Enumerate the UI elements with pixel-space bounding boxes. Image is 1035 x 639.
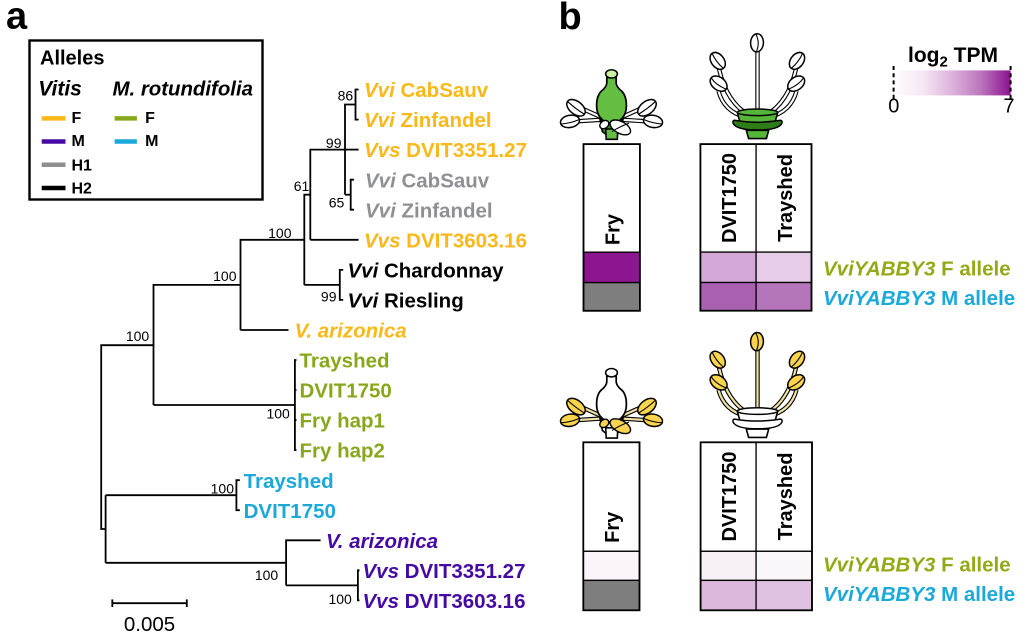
svg-text:DVIT1750: DVIT1750 xyxy=(300,380,392,403)
svg-text:Fry: Fry xyxy=(603,213,625,245)
svg-text:Trayshed: Trayshed xyxy=(244,470,334,493)
svg-text:DVIT1750: DVIT1750 xyxy=(719,451,741,541)
svg-text:VviYABBY3 M allele: VviYABBY3 M allele xyxy=(823,287,1015,310)
svg-text:F: F xyxy=(145,110,155,127)
svg-text:Trayshed: Trayshed xyxy=(775,154,797,242)
svg-text:F: F xyxy=(72,110,82,127)
svg-text:Vvi Zinfandel: Vvi Zinfandel xyxy=(364,109,492,132)
svg-text:100: 100 xyxy=(211,481,235,497)
svg-text:H1: H1 xyxy=(72,157,93,174)
svg-text:DVIT1750: DVIT1750 xyxy=(244,500,336,523)
svg-text:Vitis: Vitis xyxy=(38,78,82,101)
svg-text:DVIT1750: DVIT1750 xyxy=(719,153,741,243)
svg-text:M. rotundifolia: M. rotundifolia xyxy=(113,78,253,100)
svg-text:Fry hap2: Fry hap2 xyxy=(300,440,385,463)
svg-text:Trayshed: Trayshed xyxy=(300,350,390,373)
svg-text:Vvi Chardonnay: Vvi Chardonnay xyxy=(348,259,505,282)
svg-text:Vvs DVIT3351.27: Vvs DVIT3351.27 xyxy=(364,139,527,162)
svg-text:100: 100 xyxy=(266,406,290,422)
svg-text:VviYABBY3 F allele: VviYABBY3 F allele xyxy=(823,257,1011,280)
svg-text:Vvi Riesling: Vvi Riesling xyxy=(348,290,464,313)
svg-text:7: 7 xyxy=(1003,96,1014,118)
svg-text:V. arizonica: V. arizonica xyxy=(326,530,438,553)
svg-text:Vvi CabSauv: Vvi CabSauv xyxy=(365,169,490,192)
svg-text:0.005: 0.005 xyxy=(124,613,175,636)
svg-text:Vvs DVIT3351.27: Vvs DVIT3351.27 xyxy=(363,560,526,583)
svg-text:VviYABBY3 F allele: VviYABBY3 F allele xyxy=(823,553,1011,576)
svg-text:M: M xyxy=(145,133,158,150)
svg-text:H2: H2 xyxy=(72,180,93,197)
svg-text:Vvs DVIT3603.16: Vvs DVIT3603.16 xyxy=(363,590,526,613)
svg-text:b: b xyxy=(559,0,582,38)
svg-text:Alleles: Alleles xyxy=(40,48,104,70)
svg-text:a: a xyxy=(6,0,28,38)
svg-text:61: 61 xyxy=(294,178,310,194)
svg-text:M: M xyxy=(72,133,85,150)
svg-text:Fry: Fry xyxy=(602,511,624,543)
svg-text:100: 100 xyxy=(213,268,237,284)
svg-text:Trayshed: Trayshed xyxy=(775,453,797,541)
svg-text:86: 86 xyxy=(338,87,354,103)
svg-text:V. arizonica: V. arizonica xyxy=(295,320,407,343)
svg-text:log2 TPM: log2 TPM xyxy=(908,44,998,71)
svg-text:VviYABBY3 M allele: VviYABBY3 M allele xyxy=(823,583,1015,606)
svg-text:100: 100 xyxy=(255,567,279,583)
svg-text:100: 100 xyxy=(126,328,150,344)
svg-text:0: 0 xyxy=(888,96,899,118)
svg-text:65: 65 xyxy=(329,195,345,211)
svg-text:100: 100 xyxy=(268,225,292,241)
svg-text:Vvs DVIT3603.16: Vvs DVIT3603.16 xyxy=(364,229,527,252)
svg-text:100: 100 xyxy=(328,591,352,607)
svg-text:99: 99 xyxy=(321,288,337,304)
svg-text:Vvi CabSauv: Vvi CabSauv xyxy=(364,79,489,102)
svg-text:99: 99 xyxy=(326,135,342,151)
svg-text:Fry hap1: Fry hap1 xyxy=(300,410,385,433)
svg-text:Vvi Zinfandel: Vvi Zinfandel xyxy=(365,199,493,222)
